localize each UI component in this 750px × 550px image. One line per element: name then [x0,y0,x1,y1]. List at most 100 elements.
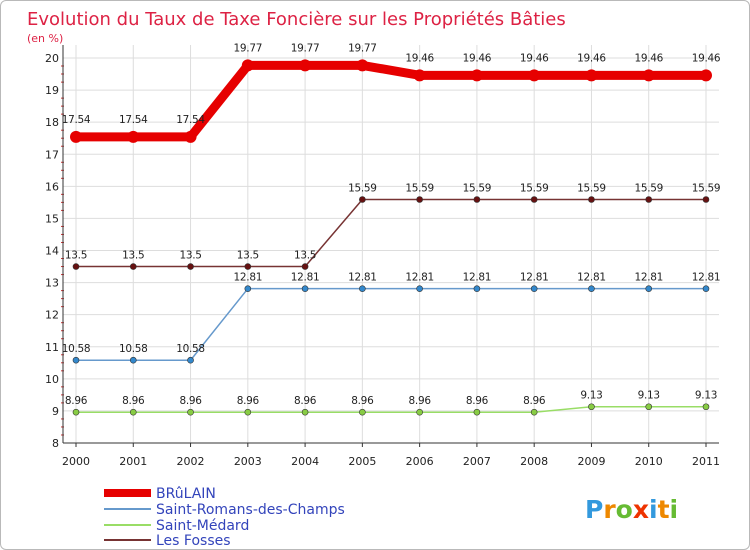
data-label: 8.96 [523,395,546,407]
grid-lines [63,45,719,444]
data-label: 17.54 [176,114,205,126]
data-label: 19.46 [463,52,492,64]
chart-title: Evolution du Taux de Taxe Foncière sur l… [27,9,566,30]
legend-label: Les Fosses [156,533,231,549]
x-tick-label: 2001 [119,455,147,468]
x-tick-label: 2002 [177,455,205,468]
data-label: 19.46 [577,52,606,64]
data-point [187,408,194,416]
data-point [416,408,423,416]
data-label: 19.77 [348,42,377,54]
data-label: 9.13 [695,390,717,402]
data-point [301,263,309,270]
data-point [645,285,653,292]
data-label: 8.96 [65,395,88,407]
data-label: 10.58 [176,343,205,355]
y-tick-label: 9 [52,405,59,418]
data-point [299,59,312,72]
logo-letter: r [603,495,616,524]
data-point [473,196,481,203]
data-label: 8.96 [179,395,202,407]
data-label: 12.81 [577,272,606,284]
series-line-3 [75,198,707,268]
data-label: 12.81 [692,272,721,284]
data-point [72,356,80,364]
data-label: 19.46 [405,52,434,64]
data-point [702,403,710,411]
logo-letter: P [585,495,603,524]
data-label: 8.96 [409,395,432,407]
legend-label: Saint-Médard [156,518,249,534]
data-label: 15.59 [634,182,663,194]
data-point [241,59,254,72]
logo-letter: i [670,495,679,524]
logo-letter: x [633,495,649,524]
data-label: 19.77 [291,42,320,54]
series-line-0 [71,60,711,142]
y-tick-label: 11 [45,341,59,354]
data-label: 17.54 [62,114,91,126]
data-label: 15.59 [577,182,606,194]
logo-letter: i [649,495,658,524]
series-line-2 [75,405,707,413]
data-label: 8.96 [237,395,260,407]
y-tick-label: 14 [45,245,59,258]
data-label: 19.46 [692,52,721,64]
legend-label: BRûLAIN [156,486,216,502]
x-tick-label: 2011 [692,455,720,468]
data-label: 13.5 [65,250,87,262]
data-point [700,69,712,82]
x-tick-label: 2007 [463,455,491,468]
data-label: 13.5 [294,250,316,262]
x-tick-label: 2003 [234,455,262,468]
proxiti-logo: Proxiti [585,495,678,524]
y-tick-label: 13 [45,277,59,290]
data-label: 15.59 [405,182,434,194]
data-point [359,285,366,292]
data-point [244,285,252,292]
data-label: 17.54 [119,114,148,126]
data-point [244,263,252,270]
data-label: 10.58 [119,343,148,355]
data-point [588,403,595,411]
data-label: 12.81 [463,272,492,284]
data-label: 12.81 [348,272,377,284]
data-point [416,196,423,203]
data-point [301,408,309,416]
data-label: 19.46 [634,52,663,64]
y-tick-label: 16 [45,180,59,193]
logo-letter: t [658,495,670,524]
data-point [470,69,483,82]
y-tick-label: 12 [45,309,59,322]
data-label: 12.81 [405,272,434,284]
y-tick-label: 20 [45,52,59,65]
data-label: 15.59 [463,182,492,194]
data-label: 8.96 [294,395,317,407]
y-tick-label: 10 [45,373,59,386]
data-point [129,408,137,416]
x-tick-label: 2004 [291,455,319,468]
x-tick-label: 2009 [577,455,605,468]
data-label: 12.81 [234,272,263,284]
data-label: 10.58 [62,343,91,355]
data-label: 15.59 [348,182,377,194]
y-tick-label: 19 [45,84,59,97]
data-label: 8.96 [466,395,489,407]
y-tick-label: 18 [45,116,59,129]
data-point [528,69,541,82]
data-label: 15.59 [692,182,721,194]
data-point [187,356,194,364]
logo-text: Proxiti [585,495,678,524]
data-point [359,408,366,416]
y-tick-label: 15 [45,212,59,225]
axes: 8 9 10 11 12 13 14 15 16 17 18 19 20 2000 2001 2002 2003… [45,45,720,468]
data-point [127,130,140,143]
data-point [129,356,137,364]
data-point [588,285,595,292]
x-tick-label: 2000 [62,455,90,468]
data-label: 19.77 [234,42,263,54]
data-point [416,285,423,292]
data-point [70,130,82,143]
data-point [72,263,80,270]
